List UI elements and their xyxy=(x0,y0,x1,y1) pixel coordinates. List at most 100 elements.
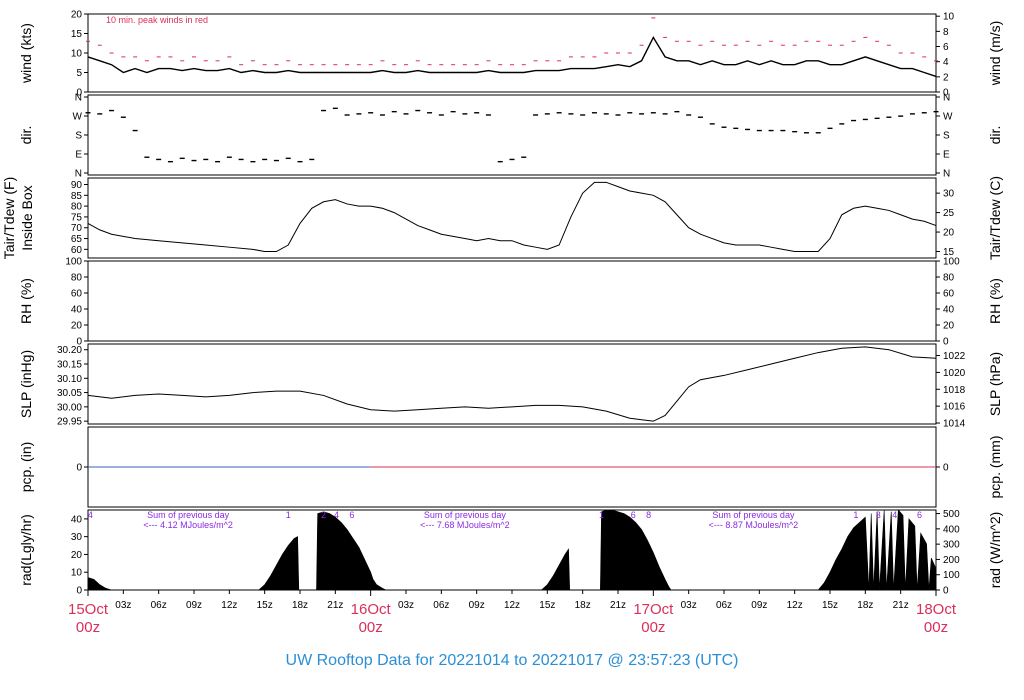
left-tick-label-temp: 75 xyxy=(71,212,83,223)
x-tick-label: 18z xyxy=(857,600,873,611)
panel-temp: Tair/Tdew (F) Inside Box Tair/Tdew (C) 6065… xyxy=(1,176,1003,260)
right-axis-label-rad: rad (W/m^2) xyxy=(987,512,1003,589)
uv-mark-2: 2 xyxy=(321,510,326,520)
left-axis-label-slp: SLP (inHg) xyxy=(18,350,34,418)
left-tick-label-slp: 29.95 xyxy=(57,417,82,428)
uv-mark-3: 4 xyxy=(334,510,339,520)
right-tick-label-rad: 400 xyxy=(943,524,960,535)
right-tick-label-pcp: 0 xyxy=(943,463,949,474)
x-tick-label: 21z xyxy=(327,600,343,611)
panel-frame-rh xyxy=(87,260,937,342)
left-axis-label-wind: wind (kts) xyxy=(18,23,34,84)
left-tick-label-wind: 20 xyxy=(71,10,83,21)
x-tick-label: 09z xyxy=(186,600,202,611)
left-tick-label-rh: 40 xyxy=(71,305,83,316)
sum-label-line2-1: <--- 7.68 MJoules/m^2 xyxy=(420,520,510,530)
left-axis-label-rh: RH (%) xyxy=(18,278,34,324)
left-tick-label-dir: N xyxy=(75,93,82,104)
right-tick-label-rad: 200 xyxy=(943,555,960,566)
right-tick-label-rh: 60 xyxy=(943,289,955,300)
series-line-temp-0 xyxy=(87,181,937,253)
x-tick-label: 03z xyxy=(681,600,697,611)
x-tick-label: 12z xyxy=(504,600,520,611)
date-label-3: 18Oct xyxy=(916,601,957,618)
left-tick-label-wind: 5 xyxy=(76,68,82,79)
right-tick-label-rh: 80 xyxy=(943,273,955,284)
sum-label-line1-1: Sum of previous day xyxy=(424,510,507,520)
right-tick-label-slp: 1014 xyxy=(943,419,966,430)
series-line-wind-0 xyxy=(87,35,937,78)
date-hour-label-0: 00z xyxy=(76,619,100,636)
x-tick-label: 03z xyxy=(398,600,414,611)
panel-frame-wind xyxy=(87,13,937,93)
right-tick-label-wind: 4 xyxy=(943,57,949,68)
uv-mark-8: 1 xyxy=(853,510,858,520)
wind-annotation: 10 min. peak winds in red xyxy=(106,15,208,25)
right-tick-label-rad: 100 xyxy=(943,570,960,581)
panel-frame-slp xyxy=(87,343,937,425)
right-axis-label-slp: SLP (hPa) xyxy=(987,352,1003,416)
left-tick-label-rh: 60 xyxy=(71,289,83,300)
left-tick-label-rad: 40 xyxy=(71,514,83,525)
right-tick-label-wind: 2 xyxy=(943,72,949,83)
right-tick-label-rh: 40 xyxy=(943,305,955,316)
right-tick-label-wind: 8 xyxy=(943,27,949,38)
uv-mark-6: 6 xyxy=(631,510,636,520)
right-axis-label-wind: wind (m/s) xyxy=(987,21,1003,87)
x-tick-label: 18z xyxy=(575,600,591,611)
left-tick-label-rh: 100 xyxy=(65,257,82,268)
left-tick-label-temp: 60 xyxy=(71,245,83,256)
x-tick-label: 06z xyxy=(151,600,167,611)
uv-mark-10: 4 xyxy=(892,510,897,520)
x-tick-label: 06z xyxy=(433,600,449,611)
left-axis-label2-temp: Inside Box xyxy=(19,185,35,250)
right-tick-label-slp: 1022 xyxy=(943,351,966,362)
date-hour-label-2: 00z xyxy=(641,619,665,636)
series-area-rad xyxy=(87,509,937,591)
right-tick-label-temp: 25 xyxy=(943,208,955,219)
right-axis-label-temp: Tair/Tdew (C) xyxy=(987,176,1003,260)
x-axis: 03z 06z 09z 12z 15z 18z 21z 03z 06z 09z 12z 15z 18z 2… xyxy=(68,590,957,636)
right-tick-label-temp: 20 xyxy=(943,228,955,239)
left-tick-label-dir: S xyxy=(75,131,82,142)
uv-mark-1: 1 xyxy=(286,510,291,520)
x-tick-label: 06z xyxy=(716,600,732,611)
x-tick-label: 21z xyxy=(610,600,626,611)
left-tick-label-rh: 0 xyxy=(76,337,82,348)
chart-title: UW Rooftop Data for 20221014 to 20221017… xyxy=(286,652,739,669)
x-tick-label: 12z xyxy=(787,600,803,611)
right-tick-label-temp: 30 xyxy=(943,189,955,200)
left-tick-label-slp: 30.00 xyxy=(57,402,82,413)
left-tick-label-slp: 30.15 xyxy=(57,360,82,371)
left-tick-label-rad: 20 xyxy=(71,550,83,561)
right-tick-label-rad: 300 xyxy=(943,540,960,551)
x-tick-label: 03z xyxy=(115,600,131,611)
date-hour-label-1: 00z xyxy=(359,619,383,636)
left-tick-label-rad: 10 xyxy=(71,568,83,579)
uv-mark-11: 6 xyxy=(917,510,922,520)
left-tick-label-rh: 20 xyxy=(71,321,83,332)
left-axis-label-rad: rad(Lgly/hr) xyxy=(18,514,34,586)
left-axis-label-temp: Tair/Tdew (F) xyxy=(1,177,17,259)
sum-label-line2-0: <--- 4.12 MJoules/m^2 xyxy=(143,520,233,530)
x-tick-label: 15z xyxy=(539,600,555,611)
left-tick-label-wind: 10 xyxy=(71,49,83,60)
right-axis-label-pcp: pcp. (mm) xyxy=(987,436,1003,499)
right-axis-label-rh: RH (%) xyxy=(987,278,1003,324)
left-tick-label-temp: 85 xyxy=(71,191,83,202)
date-label-0: 15Oct xyxy=(68,601,109,618)
right-tick-label-slp: 1016 xyxy=(943,402,966,413)
right-tick-label-temp: 15 xyxy=(943,247,955,258)
left-tick-label-wind: 0 xyxy=(76,88,82,99)
uv-mark-0: 4 xyxy=(88,510,93,520)
left-tick-label-rad: 30 xyxy=(71,532,83,543)
uv-mark-5: 1 xyxy=(599,510,604,520)
left-axis-label-dir: dir. xyxy=(18,126,34,145)
x-tick-label: 09z xyxy=(751,600,767,611)
left-tick-label-temp: 65 xyxy=(71,234,83,245)
right-tick-label-rh: 0 xyxy=(943,337,949,348)
date-hour-label-3: 00z xyxy=(924,619,948,636)
right-tick-label-wind: 10 xyxy=(943,12,955,23)
uv-mark-7: 8 xyxy=(646,510,651,520)
